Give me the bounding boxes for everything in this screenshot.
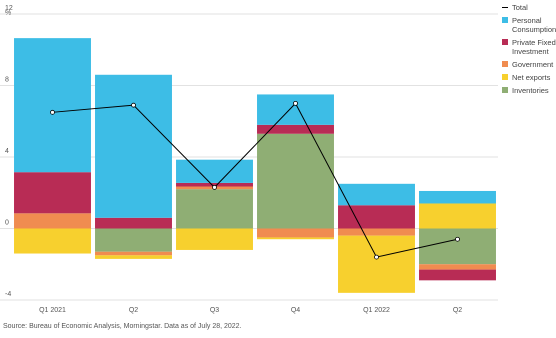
y-tick-label: -4 (5, 291, 11, 298)
bar-segment (338, 205, 415, 229)
y-unit: % (5, 10, 11, 17)
legend-swatch (502, 87, 508, 93)
y-tick-label: 4 (5, 148, 9, 155)
bar-segment (338, 228, 415, 236)
bar-segment (257, 133, 334, 229)
legend-label: Total (512, 3, 528, 12)
total-point (50, 109, 55, 115)
total-line (52, 102, 458, 258)
bar-segment (176, 182, 253, 187)
x-tick-label: Q4 (291, 307, 300, 314)
source: Source: Bureau of Economic Analysis, Mor… (3, 323, 242, 330)
bar-segment (14, 172, 91, 214)
bar-segment (14, 228, 91, 254)
x-tick-label: Q2 (453, 307, 462, 314)
bar-segment (338, 183, 415, 206)
legend: Total Personal Consumption Private Fixed I… (502, 3, 556, 99)
bar-segment (176, 228, 253, 250)
legend-item: Net exports (502, 73, 556, 82)
legend-swatch (502, 61, 508, 67)
total-point (455, 236, 460, 242)
bar-segment (95, 217, 172, 229)
bar-segment (14, 213, 91, 229)
bar-segment (419, 264, 496, 270)
bar-segment (95, 251, 172, 256)
legend-item: Private Fixed Investment (502, 38, 556, 56)
legend-swatch (502, 7, 508, 8)
bar-segment (419, 228, 496, 265)
bar-segment (176, 159, 253, 183)
x-tick-label: Q2 (129, 307, 138, 314)
bar-segment (95, 255, 172, 259)
bar-segment (257, 94, 334, 125)
bar-segment (95, 74, 172, 218)
bar-segment (419, 203, 496, 229)
legend-label: Inventories (512, 86, 549, 95)
legend-item: Total (502, 3, 556, 12)
bar-segment (257, 124, 334, 134)
legend-item: Personal Consumption (502, 16, 556, 34)
legend-item: Inventories (502, 86, 556, 95)
y-tick-label: 0 (5, 220, 9, 227)
bar-segment (338, 235, 415, 293)
total-point (374, 254, 379, 260)
bar-segment (257, 228, 334, 238)
x-tick-label: Q3 (210, 307, 219, 314)
chart: % Source: Bureau of Economic Analysis, M… (0, 5, 498, 330)
bar-segment (176, 189, 253, 229)
bar-segment (95, 228, 172, 252)
total-point (131, 102, 136, 108)
legend-label: Private Fixed Investment (512, 38, 556, 56)
legend-swatch (502, 74, 508, 80)
bar-segment (14, 38, 91, 173)
bar-segment (257, 237, 334, 240)
legend-label: Net exports (512, 73, 551, 82)
legend-item: Government (502, 60, 556, 69)
bar-segment (419, 269, 496, 281)
legend-label: Personal Consumption (512, 16, 556, 34)
legend-swatch (502, 17, 508, 23)
x-tick-label: Q1 2022 (363, 307, 390, 314)
legend-label: Government (512, 60, 554, 69)
total-point (212, 184, 217, 190)
y-tick-label: 8 (5, 77, 9, 84)
bar-segment (419, 190, 496, 204)
y-tick-label: 12 (5, 5, 13, 12)
x-tick-label: Q1 2021 (39, 307, 66, 314)
legend-swatch (502, 39, 508, 45)
total-point (293, 100, 298, 106)
